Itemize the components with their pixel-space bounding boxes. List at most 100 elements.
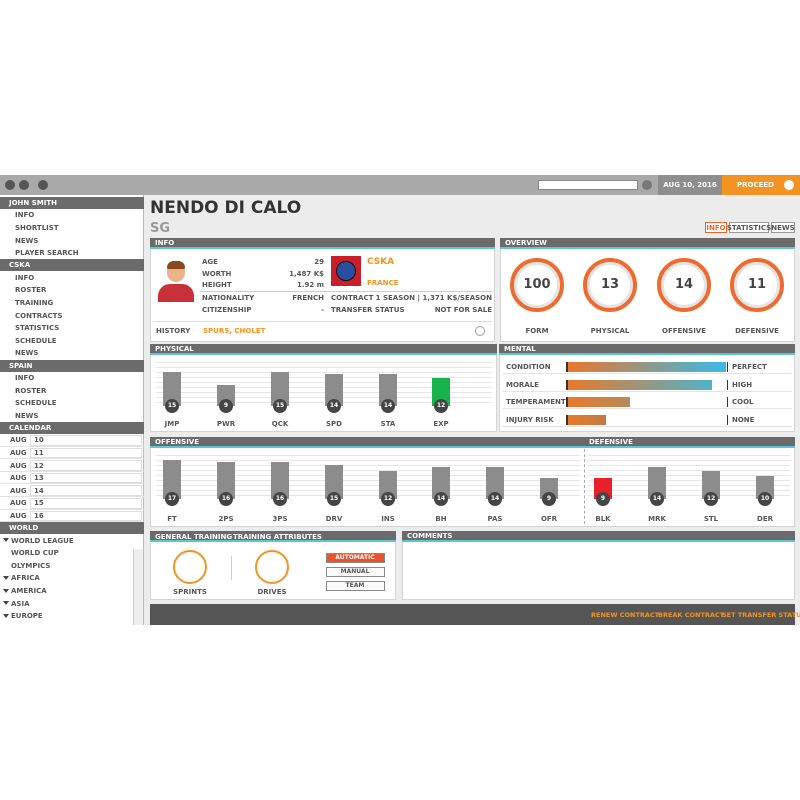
mode-button[interactable]	[326, 581, 385, 591]
calendar-day[interactable]: 13	[34, 474, 44, 483]
sidebar-item[interactable]: NEWS	[15, 349, 39, 358]
sidebar-item[interactable]: PLAYER SEARCH	[15, 249, 79, 258]
stat-value: 15	[167, 402, 177, 409]
tab[interactable]	[771, 222, 795, 233]
stat-value: 14	[490, 495, 500, 502]
nav-forward[interactable]	[19, 180, 29, 190]
drill-icon[interactable]	[255, 550, 289, 584]
grid-line	[156, 392, 492, 393]
sidebar-item[interactable]: CONTRACTS	[15, 311, 63, 320]
field-label: CONTRACT	[331, 294, 374, 302]
mode-label[interactable]: MANUAL	[340, 568, 370, 575]
proceed-icon[interactable]	[784, 180, 794, 190]
tab-label[interactable]: NEWS	[771, 224, 795, 232]
stat-value: 14	[329, 402, 339, 409]
mode-button[interactable]	[326, 553, 385, 563]
stat-value: 16	[221, 495, 231, 502]
sidebar-subitem[interactable]: OLYMPICS	[11, 561, 51, 570]
sidebar-item[interactable]: INFO	[15, 211, 35, 220]
calendar-day[interactable]: 12	[34, 461, 44, 470]
calendar-day[interactable]: 10	[34, 436, 44, 445]
grid-line	[156, 470, 580, 471]
sidebar-item[interactable]: AFRICA	[11, 574, 40, 583]
field-label: CITIZENSHIP	[202, 306, 252, 314]
avatar-body	[158, 284, 194, 302]
section-title: JOHN SMITH	[9, 199, 57, 207]
stat-badge	[327, 492, 341, 506]
proceed-label[interactable]: PROCEED	[737, 181, 774, 189]
stat-bar	[217, 462, 235, 499]
calendar-day-box	[30, 472, 142, 484]
sidebar-item[interactable]: SHORTLIST	[15, 223, 59, 232]
sidebar-item[interactable]: SCHEDULE	[15, 399, 57, 408]
mode-label[interactable]: AUTOMATIC	[335, 554, 375, 561]
mental-row	[502, 378, 792, 392]
sidebar-item[interactable]: ROSTER	[15, 386, 47, 395]
stat-bar	[325, 464, 343, 499]
expand-arrow	[3, 576, 9, 580]
action-link[interactable]: BREAK CONTRACT	[658, 611, 725, 619]
divider	[200, 291, 492, 292]
section-header	[0, 197, 144, 209]
sidebar-item[interactable]: AMERICA	[11, 586, 47, 595]
search-box[interactable]	[538, 180, 638, 190]
mode-label[interactable]: TEAM	[345, 582, 365, 589]
action-link[interactable]: RENEW CONTRACT	[591, 611, 660, 619]
sidebar-item[interactable]: NEWS	[15, 411, 39, 420]
stat-bar	[379, 373, 397, 406]
nav-home[interactable]	[38, 180, 48, 190]
tab-label[interactable]: STATISTICS	[726, 224, 772, 232]
stat-label: QCK	[271, 420, 289, 428]
calendar-day[interactable]: 16	[34, 511, 44, 520]
grid-line	[588, 465, 790, 466]
mental-label: INJURY RISK	[506, 416, 554, 425]
defensive-header: DEFENSIVE	[584, 437, 795, 448]
drill-icon[interactable]	[173, 550, 207, 584]
field-value: NOT FOR SALE	[434, 306, 492, 314]
expand-arrow	[3, 601, 9, 606]
overview-panel-header: OVERVIEW	[500, 238, 795, 249]
sidebar-item[interactable]: STATISTICS	[15, 324, 60, 333]
stat-badge	[434, 492, 448, 506]
tab[interactable]	[705, 222, 727, 233]
mental-value: NONE	[732, 416, 755, 425]
nav-back[interactable]	[5, 180, 15, 190]
calendar-day[interactable]: 11	[34, 448, 44, 457]
mental-label: MORALE	[506, 380, 539, 389]
tab[interactable]	[729, 222, 769, 233]
gauge-label: OFFENSIVE	[662, 327, 706, 335]
grid-line	[156, 402, 492, 403]
team-logo-ball	[336, 261, 356, 281]
sidebar-subitem[interactable]: WORLD CUP	[11, 549, 59, 558]
gauge-label: DEFENSIVE	[735, 327, 779, 335]
sidebar-item[interactable]: ASIA	[11, 599, 30, 608]
calendar-day[interactable]: 14	[34, 486, 44, 495]
scrollbar[interactable]	[133, 549, 143, 625]
stat-label: BLK	[595, 515, 611, 523]
sidebar-item[interactable]: INFO	[15, 273, 35, 282]
sidebar-item[interactable]: ROSTER	[15, 286, 47, 295]
sidebar-item[interactable]: EUROPE	[11, 612, 43, 621]
stat-value: 10	[760, 495, 770, 502]
stat-value: 16	[275, 495, 285, 502]
gauge-ring	[657, 258, 711, 312]
history-toggle[interactable]	[475, 326, 485, 336]
calendar-day[interactable]: 15	[34, 499, 44, 508]
sidebar-item[interactable]: SCHEDULE	[15, 336, 57, 345]
info-panel	[150, 238, 495, 342]
proceed-button[interactable]	[722, 175, 800, 195]
calendar-day-box	[30, 435, 142, 446]
sidebar-item[interactable]: WORLD LEAGUE	[11, 536, 74, 545]
tab-label[interactable]: INFO	[706, 224, 726, 232]
divider	[231, 556, 232, 580]
sidebar-item[interactable]: TRAINING	[15, 298, 54, 307]
action-link[interactable]: SET TRANSFER STATUS	[722, 611, 800, 619]
search-button[interactable]	[642, 180, 652, 190]
stat-bar	[271, 462, 289, 499]
mode-button[interactable]	[326, 567, 385, 577]
sidebar-item[interactable]: INFO	[15, 373, 35, 382]
sidebar-item[interactable]: NEWS	[15, 236, 39, 245]
field-label: HEIGHT	[202, 281, 232, 289]
stat-badge	[381, 399, 395, 413]
mental-row	[502, 360, 792, 374]
